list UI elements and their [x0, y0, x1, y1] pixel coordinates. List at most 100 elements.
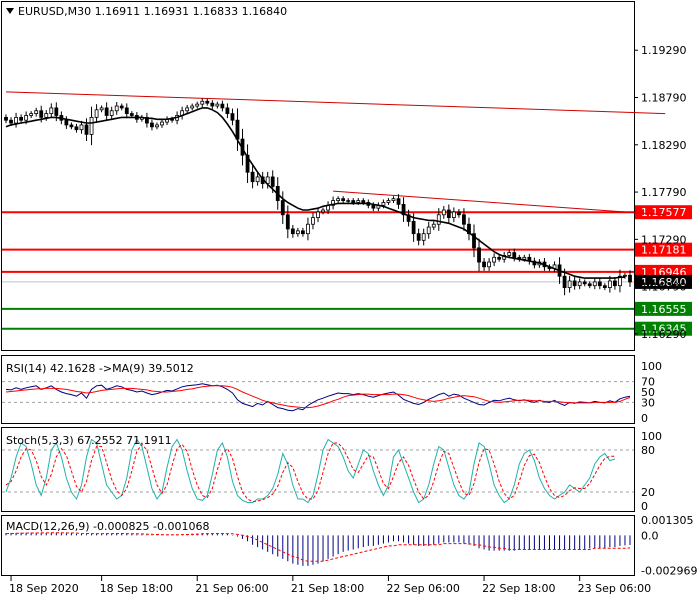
candle-body [230, 113, 235, 121]
candle-body [195, 103, 200, 107]
candle-body [185, 107, 190, 112]
candle-body [94, 109, 99, 118]
level-price-tag [635, 321, 692, 336]
trendlines [5, 91, 666, 216]
x-tick-label: 22 Sep 18:00 [482, 582, 555, 595]
candle-body [49, 107, 54, 114]
x-tick-label: 23 Sep 06:00 [578, 582, 651, 595]
candle-body [119, 105, 124, 109]
price-y-tick-label: 1.16790 [641, 281, 687, 294]
current-price-label: 1.16840 [641, 276, 687, 289]
candle-body [150, 122, 154, 128]
candle-body [421, 233, 426, 241]
price-y-tick-label: 1.18790 [641, 92, 687, 105]
candle-body [331, 200, 335, 206]
candle-body [462, 214, 466, 225]
stoch-lines [5, 438, 616, 504]
candle-body [9, 119, 13, 124]
candle-body [54, 107, 59, 116]
rsi-lines [5, 383, 631, 412]
stoch-y-tick-label: 0 [641, 500, 648, 513]
candle-body [618, 275, 622, 287]
moving-average-line [5, 107, 625, 279]
candle-body [426, 226, 431, 235]
candle-body [29, 113, 34, 116]
candle-body [628, 274, 632, 283]
candle-body [285, 214, 290, 230]
price-y-tick-label: 1.16290 [641, 328, 687, 341]
rsi-y-tick-label: 0 [641, 412, 648, 425]
candle-body [406, 214, 411, 222]
stoch-title: Stoch(5,3,3) 67.2552 71.1911 [6, 434, 172, 447]
candle-body [225, 107, 230, 114]
stoch-signal-line [5, 442, 615, 503]
candle-body [200, 100, 205, 105]
rsi-ma-line [5, 385, 631, 409]
candle-body [4, 116, 8, 121]
candle-body [371, 204, 376, 209]
stoch-panel-frame [1, 427, 635, 512]
rsi-y-tick-label: 30 [641, 396, 655, 409]
candle-body [497, 256, 502, 260]
candle-body [386, 200, 391, 203]
trendline [333, 190, 666, 216]
candle-body [301, 230, 305, 235]
candle-body [487, 261, 491, 268]
candle-body [446, 209, 451, 219]
level-price-label: 1.16555 [641, 303, 687, 316]
candle-body [306, 223, 310, 235]
candle-body [451, 211, 456, 219]
candle-body [391, 198, 396, 201]
candle-body [79, 124, 84, 131]
candle-body [623, 274, 627, 277]
candle-body [290, 228, 295, 235]
candle-body [602, 285, 607, 288]
candle-body [89, 116, 94, 135]
candle-body [316, 211, 320, 219]
candle-body [39, 110, 44, 118]
candle-body [572, 280, 577, 287]
candle-body [522, 256, 527, 260]
candle-body [215, 103, 220, 107]
candle-body [587, 283, 592, 287]
candle-body [356, 200, 361, 203]
candle-body [155, 124, 159, 128]
current-price-tag [635, 274, 692, 289]
macd-y-tick-label: -0.002969 [641, 564, 697, 577]
candle-body [607, 280, 612, 288]
candle-body [84, 124, 89, 135]
level-price-tag [635, 205, 692, 220]
candle-body [99, 107, 104, 111]
candle-body [74, 126, 79, 131]
candle-body [401, 203, 406, 216]
level-price-label: 1.16345 [641, 323, 687, 336]
candle-body [295, 230, 300, 235]
rsi-title: RSI(14) 42.1628 ->MA(9) 39.5012 [6, 362, 194, 375]
candle-body [507, 252, 512, 256]
candle-body [436, 214, 441, 225]
candle-body [190, 105, 195, 109]
candle-body [597, 281, 602, 287]
x-tick-label: 21 Sep 18:00 [291, 582, 364, 595]
candle-body [34, 110, 39, 114]
candle-body [129, 113, 134, 116]
level-price-tag [635, 242, 692, 257]
candle-body [205, 100, 210, 104]
rsi-y-tick-label: 100 [641, 360, 662, 373]
trendline [5, 91, 666, 115]
level-price-label: 1.17181 [641, 244, 687, 257]
symbol-dropdown-icon[interactable] [6, 8, 14, 14]
price-panel-frame [1, 1, 635, 351]
candle-body [457, 211, 461, 216]
candle-body [482, 261, 486, 268]
candle-body [396, 198, 401, 205]
candle-body [160, 121, 164, 126]
candle-body [381, 202, 386, 206]
candle-body [472, 233, 476, 249]
candle-body [592, 281, 597, 287]
candle-body [170, 118, 174, 121]
candle-body [124, 107, 129, 114]
x-tick-label: 22 Sep 06:00 [386, 582, 459, 595]
candle-body [567, 280, 572, 288]
